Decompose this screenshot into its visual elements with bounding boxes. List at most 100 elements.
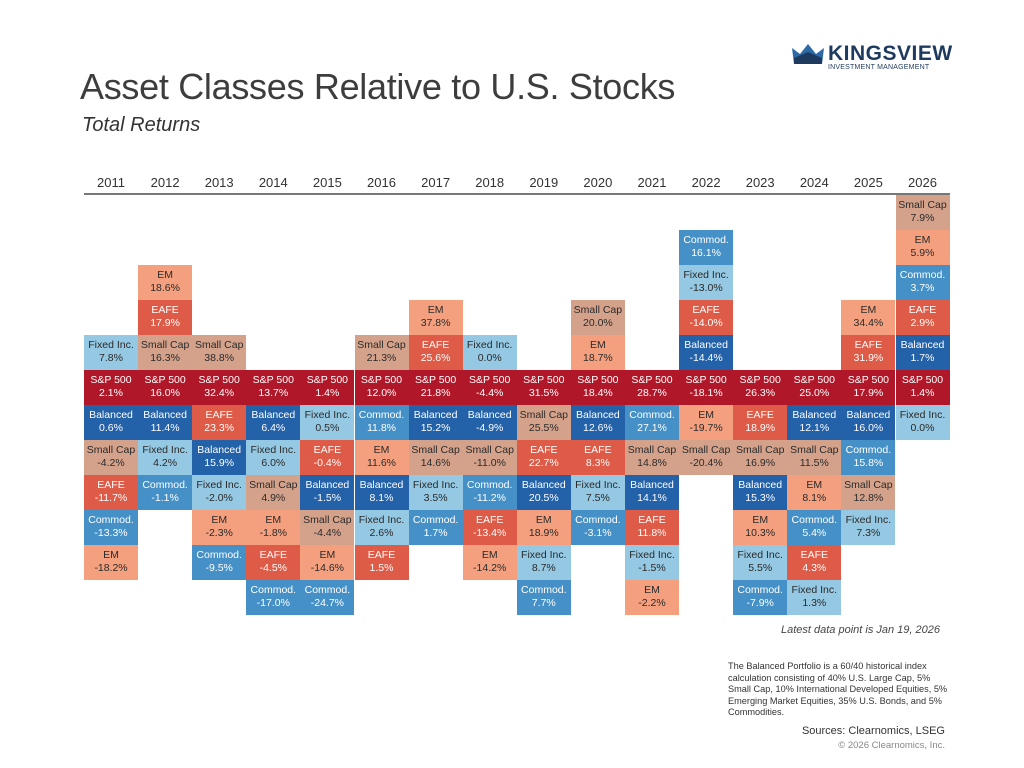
cell-asset-label: Balanced	[900, 339, 945, 351]
cell-return-value: -14.2%	[473, 562, 507, 574]
cell-asset-label: Small Cap	[357, 339, 406, 351]
cell-asset-label: S&P 500	[414, 374, 457, 386]
cell-asset-label: EAFE	[313, 444, 342, 456]
cell-return-value: -1.5%	[638, 562, 666, 574]
cell-return-value: -14.0%	[689, 317, 723, 329]
cell-return-value: -11.7%	[94, 492, 128, 504]
cell-asset-label: Small Cap	[249, 479, 298, 491]
cell-return-value: 1.3%	[802, 597, 827, 609]
cell-2024-balanced: Balanced 12.1%	[787, 405, 842, 440]
cell-return-value: 7.8%	[99, 352, 123, 364]
cell-2014-em: EM -1.8%	[246, 510, 301, 545]
cell-2016-eafe: EAFE 1.5%	[354, 545, 409, 580]
year-label-2015: 2015	[312, 175, 342, 190]
cell-return-value: 21.8%	[420, 387, 451, 399]
cell-2025-eafe: EAFE 31.9%	[841, 335, 896, 370]
cell-2011-s-p-500: S&P 500 2.1%	[84, 370, 138, 405]
cell-asset-label: Small Cap	[140, 339, 190, 351]
cell-2023-commod: Commod. -7.9%	[733, 580, 788, 615]
cell-asset-label: Commod.	[899, 269, 946, 281]
cell-asset-label: Small Cap	[844, 479, 893, 491]
cell-2019-s-p-500: S&P 500 31.5%	[516, 370, 571, 405]
cell-return-value: 22.7%	[528, 457, 559, 469]
cell-2021-fixed-inc: Fixed Inc. -1.5%	[625, 545, 679, 580]
cell-return-value: 14.1%	[637, 492, 667, 504]
cell-return-value: 7.3%	[856, 527, 881, 539]
cell-asset-label: EM	[427, 304, 444, 316]
cell-asset-label: EAFE	[854, 339, 883, 351]
cell-2018-balanced: Balanced -4.9%	[462, 405, 517, 440]
cell-2020-s-p-500: S&P 500 18.4%	[570, 370, 625, 405]
page-subtitle: Total Returns	[82, 114, 201, 136]
cell-asset-label: S&P 500	[252, 374, 294, 386]
cell-asset-label: EAFE	[475, 514, 504, 526]
cell-asset-label: Fixed Inc.	[466, 339, 513, 351]
cell-return-value: -2.3%	[205, 527, 233, 539]
cell-asset-label: EM	[211, 514, 228, 526]
cell-asset-label: EAFE	[205, 409, 233, 421]
cell-2020-eafe: EAFE 8.3%	[570, 440, 625, 475]
cell-asset-label: S&P 500	[90, 374, 132, 386]
copyright: © 2026 Clearnomics, Inc.	[838, 740, 945, 751]
cell-return-value: 12.6%	[583, 422, 613, 434]
cell-2019-em: EM 18.9%	[516, 510, 571, 545]
cell-return-value: -9.5%	[205, 562, 233, 574]
cell-2026-fixed-inc: Fixed Inc. 0.0%	[895, 405, 950, 440]
year-label-2020: 2020	[583, 175, 613, 190]
cell-asset-label: EAFE	[97, 479, 125, 491]
cell-2025-em: EM 34.4%	[841, 300, 896, 335]
cell-asset-label: EAFE	[151, 304, 179, 316]
year-label-2025: 2025	[853, 175, 883, 190]
cell-2019-eafe: EAFE 22.7%	[516, 440, 571, 475]
cell-return-value: 11.6%	[367, 457, 396, 469]
cell-2025-small-cap: Small Cap 12.8%	[841, 475, 896, 510]
cell-return-value: 34.4%	[853, 317, 884, 329]
cell-2013-small-cap: Small Cap 38.8%	[192, 335, 247, 370]
year-label-2012: 2012	[150, 175, 180, 190]
cell-return-value: 7.9%	[910, 212, 935, 224]
logo-subtitle: INVESTMENT MANAGEMENT	[828, 64, 930, 71]
cell-2011-eafe: EAFE -11.7%	[84, 475, 138, 510]
cell-asset-label: S&P 500	[577, 374, 619, 386]
cell-2015-s-p-500: S&P 500 1.4%	[300, 370, 355, 405]
cell-asset-label: Fixed Inc.	[791, 584, 838, 596]
cell-return-value: 16.9%	[745, 457, 776, 469]
year-label-2017: 2017	[421, 175, 451, 190]
cell-2020-fixed-inc: Fixed Inc. 7.5%	[570, 475, 625, 510]
cell-return-value: -1.8%	[259, 527, 288, 539]
cell-2013-balanced: Balanced 15.9%	[192, 440, 247, 475]
cell-2023-eafe: EAFE 18.9%	[733, 405, 788, 440]
cell-2013-commod: Commod. -9.5%	[192, 545, 247, 580]
cell-2022-commod: Commod. 16.1%	[679, 230, 734, 265]
cell-return-value: 3.5%	[423, 492, 448, 504]
cell-return-value: 7.7%	[531, 597, 556, 609]
cell-return-value: 4.2%	[153, 457, 178, 469]
year-label-2013: 2013	[204, 175, 234, 190]
cell-return-value: 32.4%	[204, 387, 235, 399]
cell-return-value: 18.7%	[583, 352, 613, 364]
cell-return-value: 0.0%	[910, 422, 935, 434]
year-label-2023: 2023	[745, 175, 775, 190]
cell-2012-commod: Commod. -1.1%	[138, 475, 193, 510]
cell-2012-s-p-500: S&P 500 16.0%	[138, 370, 193, 405]
cell-asset-label: Commod.	[250, 584, 297, 596]
cell-asset-label: Fixed Inc.	[845, 514, 892, 526]
cell-2012-fixed-inc: Fixed Inc. 4.2%	[138, 440, 193, 475]
year-label-2011: 2011	[97, 175, 125, 190]
cell-asset-label: EAFE	[800, 549, 829, 561]
year-label-2019: 2019	[529, 175, 559, 190]
cell-return-value: 4.3%	[802, 562, 827, 574]
cell-return-value: 27.1%	[637, 422, 667, 434]
cell-asset-label: S&P 500	[144, 374, 186, 386]
cell-return-value: 31.9%	[853, 352, 884, 364]
kingsview-logo: KINGSVIEW INVESTMENT MANAGEMENT	[792, 42, 952, 76]
cell-2016-commod: Commod. 11.8%	[354, 405, 409, 440]
cell-2017-commod: Commod. 1.7%	[408, 510, 463, 545]
cell-return-value: 11.8%	[367, 422, 396, 434]
cell-return-value: -18.2%	[94, 562, 128, 574]
cell-2024-em: EM 8.1%	[787, 475, 842, 510]
cell-asset-label: S&P 500	[739, 374, 781, 386]
cell-2021-em: EM -2.2%	[625, 580, 679, 615]
cell-2026-small-cap: Small Cap 7.9%	[895, 195, 950, 230]
cell-asset-label: Commod.	[142, 479, 188, 491]
